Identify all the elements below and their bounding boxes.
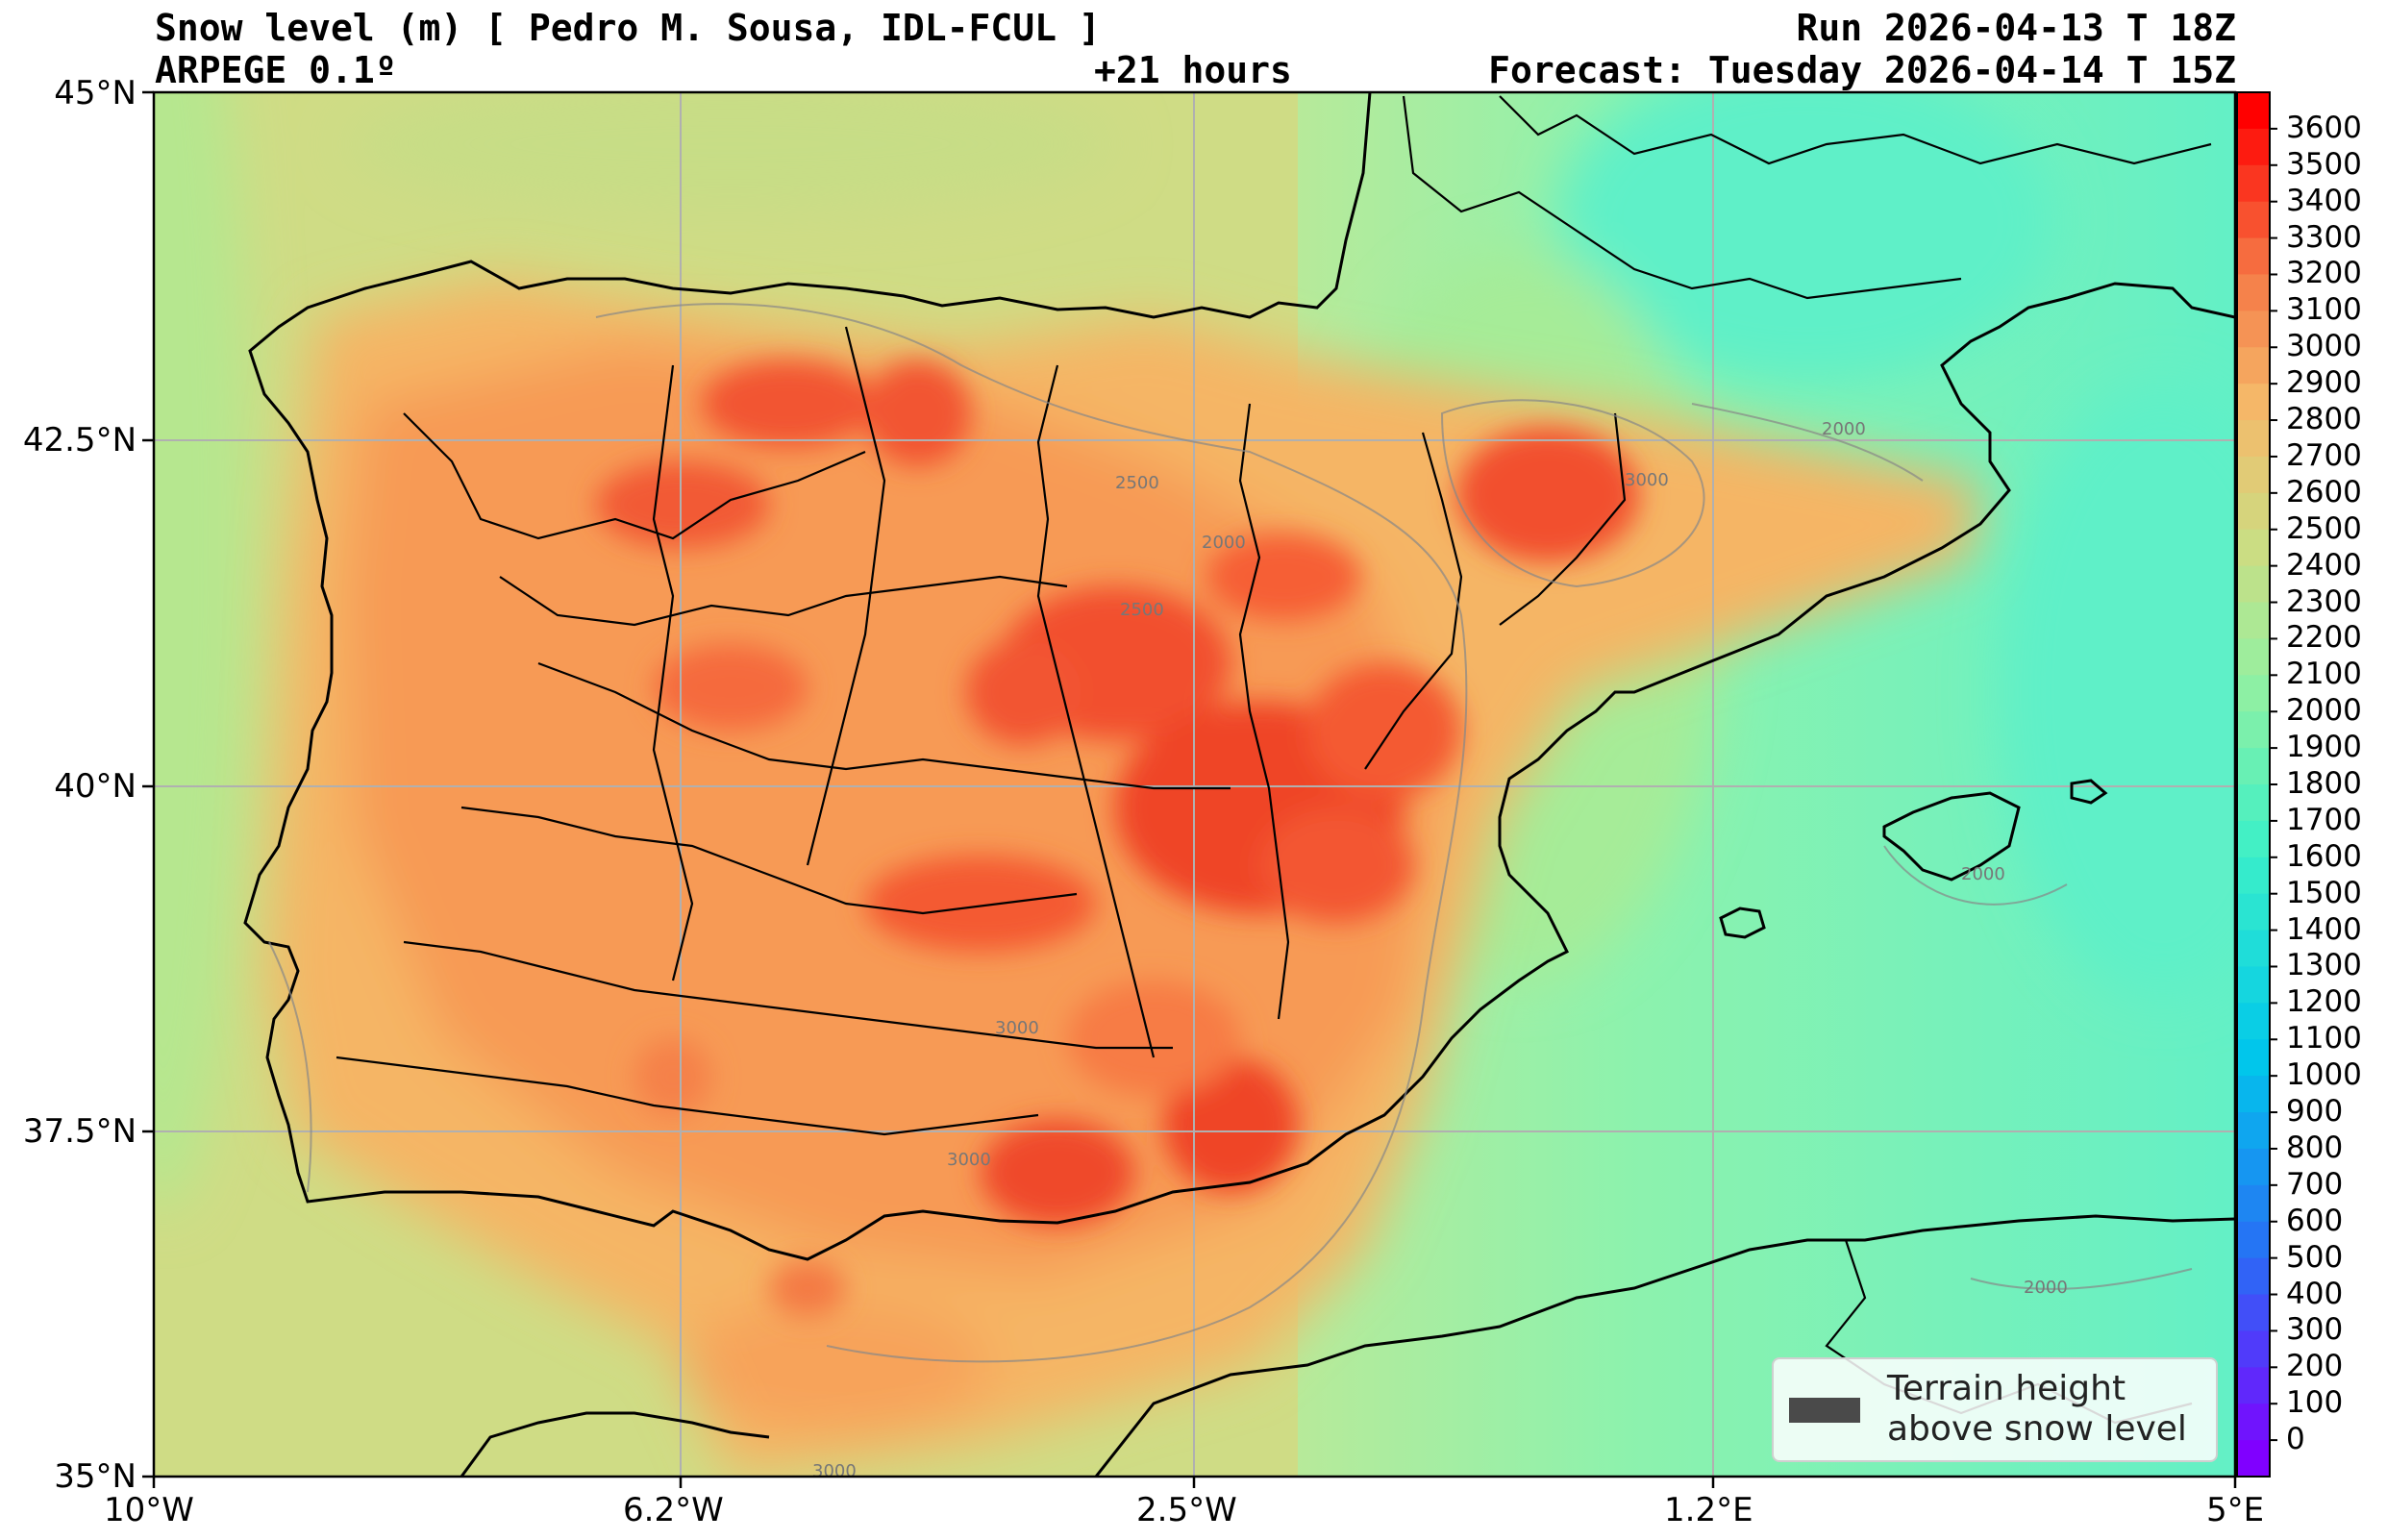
- colorbar-label: 2900: [2286, 365, 2362, 401]
- tick-marks: [142, 90, 2237, 1488]
- lon-label-1-2e: 1.2°E: [1664, 1491, 1753, 1529]
- colorbar-label: 3500: [2286, 146, 2362, 182]
- colorbar-label: 300: [2286, 1312, 2344, 1348]
- colorbar-label: 600: [2286, 1203, 2344, 1238]
- lead-time-label: +21 hours: [1094, 49, 1292, 91]
- colorbar-label: 100: [2286, 1385, 2344, 1421]
- lat-label-45: 45°N: [54, 74, 137, 112]
- contour-label: 2000: [1822, 419, 1866, 439]
- colorbar-label: 2700: [2286, 437, 2362, 473]
- colorbar-label: 3400: [2286, 183, 2362, 218]
- lon-label-10w: 10°W: [104, 1491, 194, 1529]
- legend-line-2: above snow level: [1887, 1409, 2187, 1449]
- colorbar-label: 2000: [2286, 693, 2362, 729]
- colorbar-label: 0: [2286, 1422, 2305, 1457]
- colorbar-label: 3300: [2286, 219, 2362, 255]
- morocco-coast: [460, 1411, 770, 1477]
- colorbar-label: 3000: [2286, 329, 2362, 364]
- lat-label-40: 40°N: [54, 767, 137, 806]
- colorbar-label: 2200: [2286, 620, 2362, 656]
- colorbar-label: 1600: [2286, 838, 2362, 874]
- colorbar-label: 2400: [2286, 547, 2362, 583]
- lon-label-2-5w: 2.5°W: [1136, 1491, 1237, 1529]
- model-label: ARPEGE 0.1º: [155, 49, 397, 91]
- lon-label-5e: 5°E: [2206, 1491, 2265, 1529]
- legend-swatch: [1789, 1398, 1860, 1423]
- forecast-label: Forecast: Tuesday 2026-04-14 T 15Z: [1488, 49, 2236, 91]
- mallorca-coast: [1882, 791, 2021, 882]
- contour-label: 2000: [2024, 1278, 2068, 1298]
- colorbar-label: 1400: [2286, 911, 2362, 947]
- graticule: [154, 92, 2235, 1477]
- coastlines: [243, 92, 2235, 1477]
- colorbar-label: 2600: [2286, 474, 2362, 509]
- colorbar-label: 2800: [2286, 402, 2362, 437]
- contour-label-group: 2500 2500 3000 3000 3000 3000 2000 2000 …: [812, 419, 2068, 1481]
- colorbar-label: 1000: [2286, 1057, 2362, 1093]
- legend-box: Terrain height above snow level: [1772, 1357, 2218, 1462]
- map-plot-area: 2500 2500 3000 3000 3000 3000 2000 2000 …: [154, 92, 2235, 1481]
- contour-lines: [268, 303, 2193, 1363]
- colorbar-label: 400: [2286, 1276, 2344, 1311]
- colorbar-label: 200: [2286, 1349, 2344, 1384]
- colorbar-label: 1900: [2286, 730, 2362, 765]
- ibiza-coast: [1719, 907, 1766, 939]
- colorbar-label: 3600: [2286, 110, 2362, 145]
- lon-label-6-2w: 6.2°W: [623, 1491, 724, 1529]
- colorbar-label: 2500: [2286, 510, 2362, 546]
- lat-label-35: 35°N: [54, 1457, 137, 1496]
- colorbar-label: 800: [2286, 1130, 2344, 1165]
- colorbar-label: 700: [2286, 1166, 2344, 1202]
- colorbar-label: 2300: [2286, 584, 2362, 619]
- colorbar-label: 500: [2286, 1239, 2344, 1275]
- contour-label: 2000: [1961, 864, 2005, 884]
- colorbar-label: 1100: [2286, 1021, 2362, 1056]
- colorbar-label: 3100: [2286, 292, 2362, 328]
- iberia-hot-cores: [596, 360, 1639, 1317]
- contour-label: 3000: [1625, 470, 1669, 490]
- colorbar-label: 1200: [2286, 984, 2362, 1020]
- colorbar-label: 2100: [2286, 657, 2362, 692]
- contour-label: 3000: [947, 1150, 991, 1170]
- lat-label-37-5: 37.5°N: [22, 1112, 137, 1151]
- legend-text: Terrain height above snow level: [1887, 1369, 2187, 1450]
- contour-label: 3000: [812, 1461, 857, 1481]
- mallorca-small: [2070, 779, 2108, 805]
- colorbar-label: 3200: [2286, 256, 2362, 291]
- contour-label: 3000: [995, 1018, 1039, 1038]
- map-title: Snow level (m) [ Pedro M. Sousa, IDL-FCU…: [155, 7, 1101, 49]
- colorbar-label: 900: [2286, 1094, 2344, 1130]
- north-africa-coast: [1094, 1214, 2235, 1477]
- run-label: Run 2026-04-13 T 18Z: [1796, 7, 2236, 49]
- contour-label: 2000: [1202, 533, 1246, 553]
- legend-line-1: Terrain height: [1887, 1369, 2126, 1408]
- colorbar-label: 1700: [2286, 802, 2362, 837]
- contour-label: 2500: [1115, 473, 1159, 493]
- colorbar-label: 1800: [2286, 766, 2362, 801]
- colorbar-label: 1500: [2286, 875, 2362, 910]
- lat-label-42-5: 42.5°N: [22, 421, 137, 460]
- contour-label: 2500: [1120, 600, 1164, 620]
- colorbar-label: 1300: [2286, 948, 2362, 983]
